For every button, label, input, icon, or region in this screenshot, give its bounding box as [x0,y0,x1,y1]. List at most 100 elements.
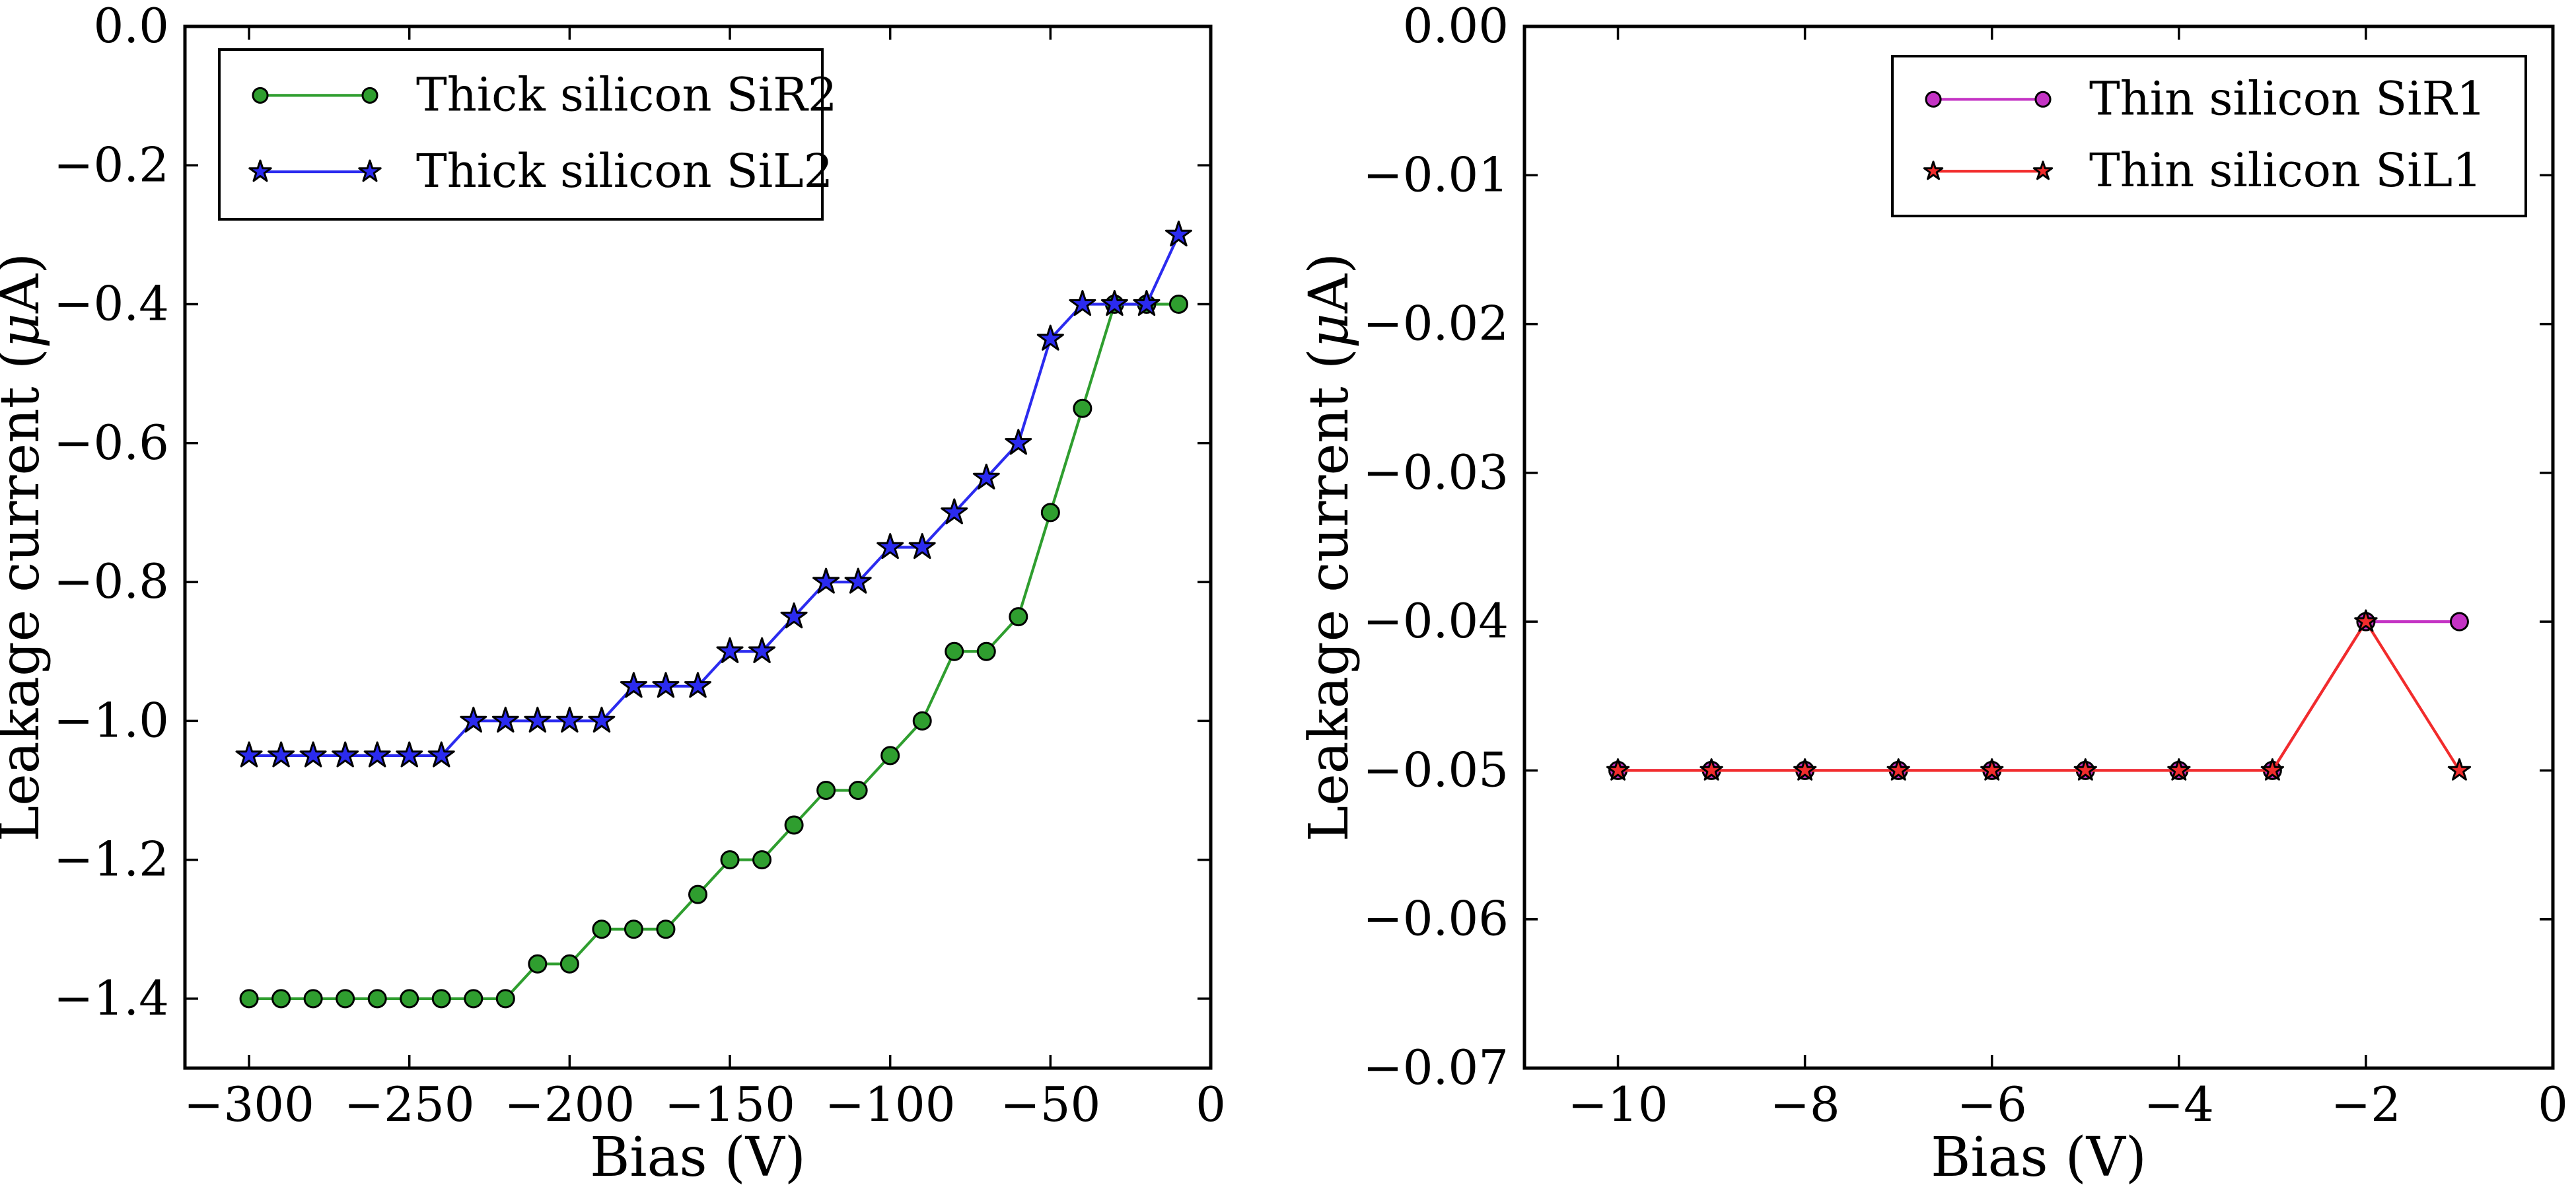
y-tick-label: 0.0 [93,0,169,54]
legend-marker [248,159,272,182]
data-point [2449,612,2469,631]
legend-marker [1925,90,1942,108]
data-point [941,498,968,524]
data-point [235,741,263,768]
data-point [908,533,936,559]
x-axis-title: Bias (V) [1931,1126,2147,1189]
data-point [912,711,932,731]
series-thick-silicon-sir2-markers [239,295,1188,1009]
data-point [2167,758,2191,781]
series-thin-silicon-sil1 [1606,609,2472,781]
x-tick-label: −200 [504,1077,635,1132]
y-tick-label: −0.07 [1363,1040,1509,1095]
data-point [1069,290,1096,316]
x-tick-label: −8 [1770,1077,1840,1132]
data-point [1133,290,1161,316]
x-tick-label: −150 [664,1077,795,1132]
axes-frame [183,24,1213,1070]
x-tick-label: −4 [2144,1077,2214,1132]
data-point [1005,429,1032,455]
y-tick-label: −0.6 [54,415,169,470]
data-point [1793,758,1817,781]
y-axis-title: Leakage current (μA) [0,253,52,842]
y-tick-label: −1.0 [54,692,169,748]
legend-marker [2032,161,2054,180]
series-thin-silicon-sil1-markers [1606,609,2472,781]
y-tick-label: −0.06 [1363,891,1509,947]
data-point [688,884,707,904]
legend-label: Thin silicon SiR1 [2089,71,2486,126]
series-thick-silicon-sir2 [239,295,1188,1009]
data-point [877,533,904,559]
x-tick-label: −6 [1957,1077,2027,1132]
data-point [1886,758,1910,781]
legend-item-thin-silicon-sir1: Thin silicon SiR1 [1925,71,2486,126]
data-point [464,989,483,1009]
x-tick-label: −100 [825,1077,956,1132]
y-tick-label: −1.4 [54,970,169,1026]
legend-marker [361,87,378,104]
x-tick-label: 0 [1196,1077,1226,1132]
chart-thin-silicon: −10 −8 −6 −4 −2 0 0.00 −0.01 −0.02 −0.03 −0.04 −0.0… [1298,0,2568,1189]
y-tick-label: −0.04 [1363,593,1509,649]
data-point [427,741,455,768]
data-point [367,989,387,1009]
legend: Thick silicon SiR2 Thick silicon SiL2 [218,48,837,221]
data-point [592,919,612,939]
data-point [620,672,647,698]
data-point [363,741,391,768]
data-point [271,989,291,1009]
data-point [299,741,327,768]
data-point [495,989,515,1009]
data-point [812,567,840,594]
data-point [528,954,548,974]
data-point [460,706,487,733]
data-point [1168,295,1188,314]
data-point [652,672,680,698]
x-tick-label: 0 [2538,1077,2568,1132]
data-point [2447,758,2472,781]
data-point [684,672,711,698]
data-point [780,602,808,629]
data-point [2073,758,2097,781]
data-point [1980,758,2004,781]
chart-thick-silicon: −300 −250 −200 −150 −100 −50 0 0.0 −0.2 −0.4 −0.6 −… [0,0,1226,1189]
series-thin-silicon-sir1-markers [1608,612,2469,780]
data-point [1699,758,1723,781]
y-tick-label: −0.03 [1363,445,1509,500]
legend: Thin silicon SiR1 Thin silicon SiL1 [1891,55,2527,217]
y-axis-title: Leakage current (μA) [1298,253,1361,842]
legend-label: Thick silicon SiR2 [416,67,837,122]
legend-label: Thick silicon SiL2 [416,144,833,198]
data-point [945,641,964,661]
series-thick-silicon-sil2 [235,220,1192,768]
data-point [624,919,643,939]
y-tick-label: 0.00 [1403,0,1509,54]
legend-marker [1923,161,1944,180]
x-tick-label: −2 [2331,1077,2401,1132]
legend-box [218,48,824,221]
data-point [332,741,359,768]
data-point [2354,609,2378,632]
series-thick-silicon-sir2-line [248,303,1180,1001]
data-point [1009,607,1028,627]
x-axis-title: Bias (V) [590,1126,806,1189]
data-point [588,706,616,733]
data-point [716,637,744,663]
data-point [1100,290,1128,316]
data-point [431,989,451,1009]
series-thick-silicon-sil2-line [248,233,1180,758]
y-tick-label: −0.8 [54,554,169,609]
axes-frame [1522,24,2555,1070]
data-point [239,989,259,1009]
data-point [1606,758,1630,781]
data-point [720,850,740,870]
data-point [491,706,519,733]
data-point [400,989,419,1009]
legend-marker [252,87,269,104]
series-thick-silicon-sil2-markers [235,220,1192,768]
data-point [656,919,676,939]
data-point [976,641,996,661]
legend-marker [358,159,382,182]
